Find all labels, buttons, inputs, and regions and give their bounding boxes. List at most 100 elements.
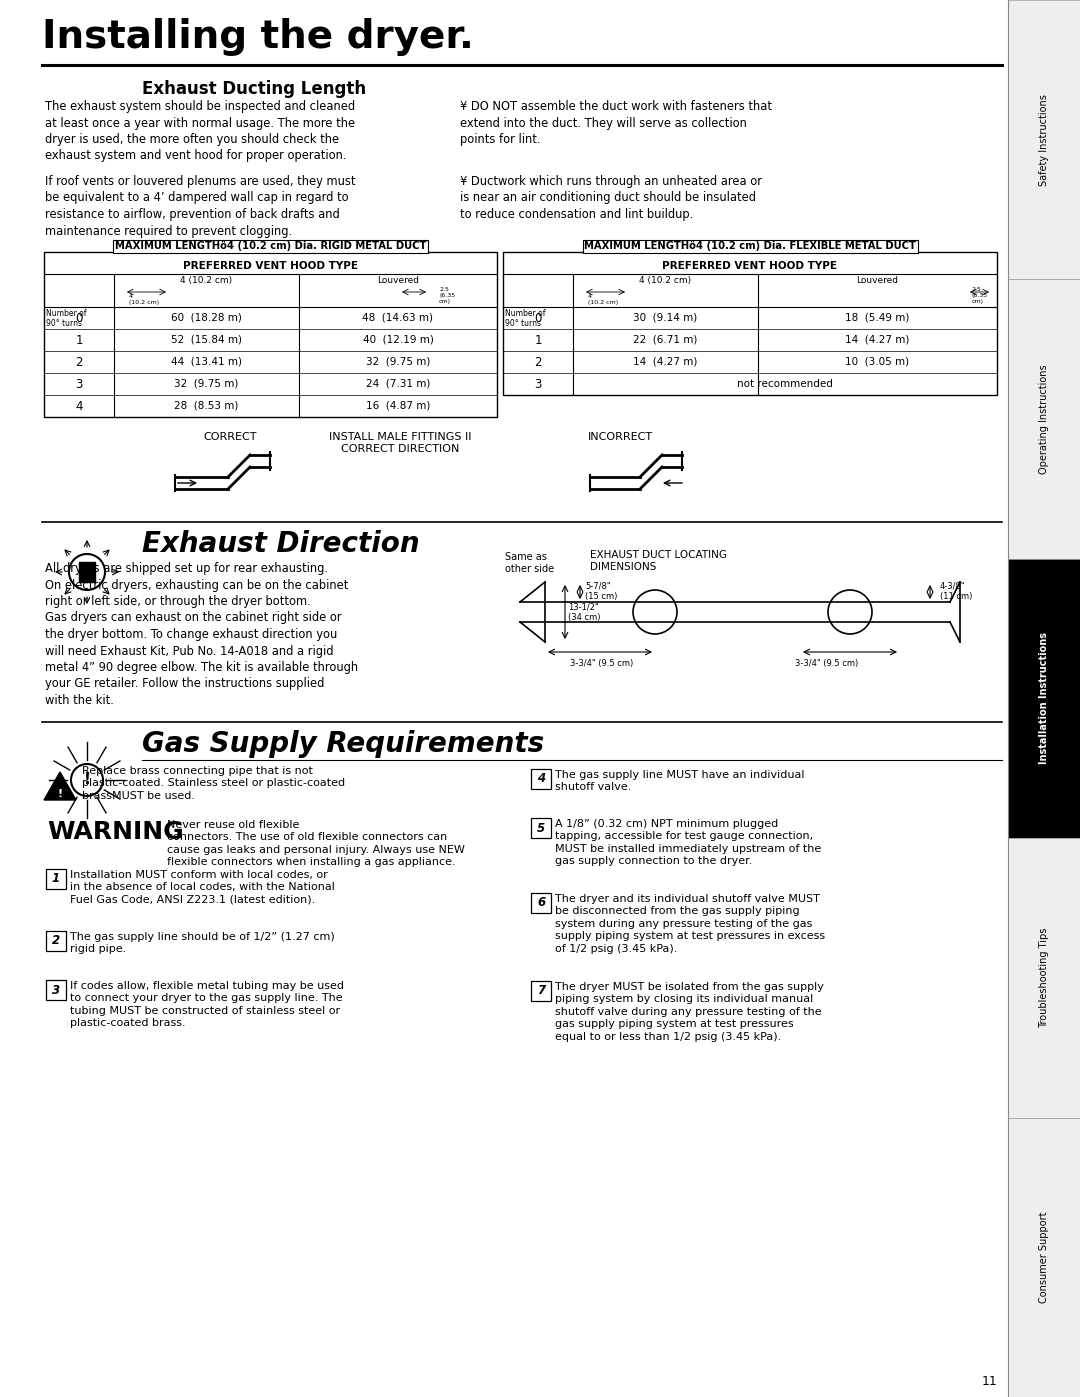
Text: Installing the dryer.: Installing the dryer. <box>42 18 474 56</box>
Text: Replace brass connecting pipe that is not
plastic-coated. Stainless steel or pla: Replace brass connecting pipe that is no… <box>82 766 346 800</box>
Text: !: ! <box>57 789 63 799</box>
Text: !: ! <box>83 773 91 788</box>
Text: 1: 1 <box>535 334 542 346</box>
Text: 2: 2 <box>52 935 60 947</box>
Bar <box>1008 0 1080 279</box>
Text: 6: 6 <box>537 897 545 909</box>
Bar <box>1008 1118 1080 1397</box>
Text: Troubleshooting Tips: Troubleshooting Tips <box>1039 928 1049 1028</box>
Text: 10  (3.05 m): 10 (3.05 m) <box>846 358 909 367</box>
Text: The gas supply line MUST have an individual
shutoff valve.: The gas supply line MUST have an individ… <box>555 770 805 792</box>
Text: 4 (10.2 cm): 4 (10.2 cm) <box>639 277 691 285</box>
Text: Number of
90° turns: Number of 90° turns <box>505 309 545 328</box>
FancyBboxPatch shape <box>531 768 551 789</box>
Text: Consumer Support: Consumer Support <box>1039 1211 1049 1303</box>
Text: EXHAUST DUCT LOCATING
DIMENSIONS: EXHAUST DUCT LOCATING DIMENSIONS <box>590 550 727 571</box>
Text: 3-3/4" (9.5 cm): 3-3/4" (9.5 cm) <box>570 659 633 668</box>
Text: Installation MUST conform with local codes, or
in the absence of local codes, wi: Installation MUST conform with local cod… <box>70 870 335 905</box>
Text: 24  (7.31 m): 24 (7.31 m) <box>366 379 430 388</box>
Bar <box>79 562 95 583</box>
Text: INCORRECT: INCORRECT <box>588 432 652 441</box>
Text: 4: 4 <box>537 773 545 785</box>
Text: Never reuse old flexible
connectors. The use of old flexible connectors can
caus: Never reuse old flexible connectors. The… <box>167 820 464 868</box>
Text: 18  (5.49 m): 18 (5.49 m) <box>846 313 909 323</box>
Text: 2: 2 <box>535 355 542 369</box>
Text: Gas Supply Requirements: Gas Supply Requirements <box>141 731 544 759</box>
Text: 48  (14.63 m): 48 (14.63 m) <box>363 313 433 323</box>
Text: Exhaust Direction: Exhaust Direction <box>141 529 420 557</box>
Text: The exhaust system should be inspected and cleaned
at least once a year with nor: The exhaust system should be inspected a… <box>45 101 355 162</box>
Text: not recommended: not recommended <box>737 379 833 388</box>
Text: WARNING: WARNING <box>48 820 184 844</box>
Text: 14  (4.27 m): 14 (4.27 m) <box>633 358 698 367</box>
Text: 5: 5 <box>537 821 545 834</box>
Text: 3: 3 <box>535 377 542 391</box>
Text: The gas supply line should be of 1/2” (1.27 cm)
rigid pipe.: The gas supply line should be of 1/2” (1… <box>70 932 335 954</box>
Text: 32  (9.75 m): 32 (9.75 m) <box>366 358 430 367</box>
Text: 4: 4 <box>76 400 83 412</box>
FancyBboxPatch shape <box>531 893 551 914</box>
Bar <box>1008 838 1080 1118</box>
Text: Number of
90° turns: Number of 90° turns <box>46 309 86 328</box>
FancyBboxPatch shape <box>531 819 551 838</box>
FancyBboxPatch shape <box>46 981 66 1000</box>
Text: 60  (18.28 m): 60 (18.28 m) <box>171 313 242 323</box>
Text: 52  (15.84 m): 52 (15.84 m) <box>171 335 242 345</box>
Text: If codes allow, flexible metal tubing may be used
to connect your dryer to the g: If codes allow, flexible metal tubing ma… <box>70 981 345 1028</box>
Text: 0: 0 <box>535 312 542 324</box>
Text: 2.5
(6.35
cm): 2.5 (6.35 cm) <box>438 286 455 303</box>
Text: PREFERRED VENT HOOD TYPE: PREFERRED VENT HOOD TYPE <box>662 261 837 271</box>
Text: Louvered: Louvered <box>856 277 899 285</box>
Text: 3-3/4" (9.5 cm): 3-3/4" (9.5 cm) <box>795 659 859 668</box>
Text: 28  (8.53 m): 28 (8.53 m) <box>174 401 239 411</box>
Text: 4-3/8"
(11 cm): 4-3/8" (11 cm) <box>940 581 972 601</box>
Text: 14  (4.27 m): 14 (4.27 m) <box>846 335 909 345</box>
Text: MAXIMUM LENGTHö4 (10.2 cm) Dia. FLEXIBLE METAL DUCT: MAXIMUM LENGTHö4 (10.2 cm) Dia. FLEXIBLE… <box>584 242 916 251</box>
Text: Installation Instructions: Installation Instructions <box>1039 633 1049 764</box>
Text: 22  (6.71 m): 22 (6.71 m) <box>633 335 698 345</box>
Text: Exhaust Ducting Length: Exhaust Ducting Length <box>141 80 366 98</box>
Text: 11: 11 <box>982 1375 997 1389</box>
Text: A 1/8” (0.32 cm) NPT minimum plugged
tapping, accessible for test gauge connecti: A 1/8” (0.32 cm) NPT minimum plugged tap… <box>555 819 821 866</box>
Text: 2.5
(6.35
cm): 2.5 (6.35 cm) <box>972 286 988 303</box>
FancyBboxPatch shape <box>531 981 551 1002</box>
Text: 32  (9.75 m): 32 (9.75 m) <box>174 379 239 388</box>
Text: 44  (13.41 m): 44 (13.41 m) <box>171 358 242 367</box>
Text: 1: 1 <box>52 873 60 886</box>
Bar <box>44 251 497 416</box>
FancyBboxPatch shape <box>46 869 66 888</box>
Text: The dryer MUST be isolated from the gas supply
piping system by closing its indi: The dryer MUST be isolated from the gas … <box>555 982 824 1042</box>
FancyBboxPatch shape <box>46 930 66 951</box>
Text: All dryers are shipped set up for rear exhausting.
On electric dryers, exhaustin: All dryers are shipped set up for rear e… <box>45 562 359 707</box>
Text: The dryer and its individual shutoff valve MUST
be disconnected from the gas sup: The dryer and its individual shutoff val… <box>555 894 825 954</box>
Text: Safety Instructions: Safety Instructions <box>1039 94 1049 186</box>
Text: ¥ DO NOT assemble the duct work with fasteners that
extend into the duct. They w: ¥ DO NOT assemble the duct work with fas… <box>460 101 772 147</box>
Text: 3: 3 <box>52 983 60 996</box>
Text: 4 (10.2 cm): 4 (10.2 cm) <box>180 277 232 285</box>
Text: Same as
other side: Same as other side <box>505 552 554 574</box>
Text: Operating Instructions: Operating Instructions <box>1039 365 1049 474</box>
Bar <box>503 251 997 395</box>
Text: INSTALL MALE FITTINGS II
CORRECT DIRECTION: INSTALL MALE FITTINGS II CORRECT DIRECTI… <box>328 432 471 454</box>
Text: 4
(10.2 cm): 4 (10.2 cm) <box>129 293 159 305</box>
Polygon shape <box>44 773 76 800</box>
Text: 2: 2 <box>76 355 83 369</box>
Text: Louvered: Louvered <box>377 277 419 285</box>
Text: PREFERRED VENT HOOD TYPE: PREFERRED VENT HOOD TYPE <box>183 261 357 271</box>
Text: 30  (9.14 m): 30 (9.14 m) <box>633 313 698 323</box>
Text: 5-7/8"
(15 cm): 5-7/8" (15 cm) <box>585 581 618 601</box>
Text: MAXIMUM LENGTHö4 (10.2 cm) Dia. RIGID METAL DUCT: MAXIMUM LENGTHö4 (10.2 cm) Dia. RIGID ME… <box>114 242 427 251</box>
Text: 4
(10.2 cm): 4 (10.2 cm) <box>588 293 618 305</box>
Text: 7: 7 <box>537 985 545 997</box>
Text: 40  (12.19 m): 40 (12.19 m) <box>363 335 433 345</box>
Bar <box>1008 279 1080 559</box>
Text: 13-1/2"
(34 cm): 13-1/2" (34 cm) <box>568 602 600 622</box>
Bar <box>1008 559 1080 838</box>
Text: ¥ Ductwork which runs through an unheated area or
is near an air conditioning du: ¥ Ductwork which runs through an unheate… <box>460 175 762 221</box>
Text: If roof vents or louvered plenums are used, they must
be equivalent to a 4’ damp: If roof vents or louvered plenums are us… <box>45 175 355 237</box>
Text: CORRECT: CORRECT <box>203 432 257 441</box>
Text: 3: 3 <box>76 377 83 391</box>
Text: 0: 0 <box>76 312 83 324</box>
Text: 1: 1 <box>76 334 83 346</box>
Text: 16  (4.87 m): 16 (4.87 m) <box>366 401 430 411</box>
